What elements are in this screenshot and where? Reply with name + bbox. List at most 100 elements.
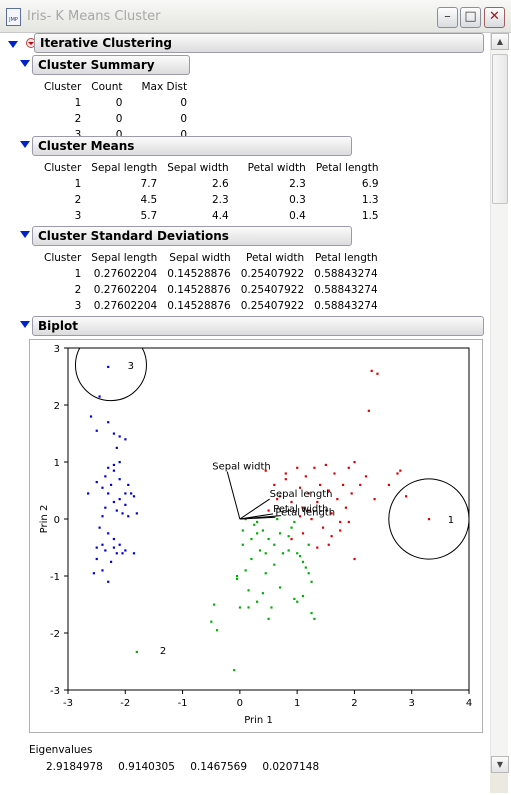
disclosure-triangle-icon[interactable] (20, 60, 30, 67)
data-point-cluster-2 (296, 600, 299, 603)
data-point-cluster-1 (364, 475, 368, 478)
section-header-cluster-summary[interactable]: Cluster Summary (32, 55, 190, 75)
x-tick-label: 1 (294, 698, 300, 709)
data-point-cluster-3 (98, 526, 101, 529)
data-point-cluster-3 (107, 421, 110, 424)
data-point-cluster-1 (350, 492, 353, 495)
data-point-cluster-2 (278, 586, 282, 589)
cluster-label-3: 3 (128, 361, 134, 372)
close-button[interactable]: ✕ (484, 7, 505, 28)
column-header: Petal length (314, 252, 378, 264)
data-point-cluster-3 (124, 438, 127, 441)
table-cell: 1 (74, 178, 82, 190)
eigenvalues-label: Eigenvalues (29, 744, 93, 756)
cluster-means-table: Cluster Sepal length Sepal width Petal w… (39, 160, 384, 224)
disclosure-triangle-icon[interactable] (20, 231, 30, 238)
table-cell: 0.27602204 (93, 268, 158, 280)
y-tick-label: 3 (54, 344, 60, 355)
data-point-cluster-1 (278, 495, 282, 498)
data-point-cluster-3 (95, 429, 98, 432)
data-point-cluster-3 (115, 509, 118, 512)
disclosure-triangle-icon[interactable] (20, 321, 30, 328)
data-point-cluster-3 (124, 503, 127, 506)
section-header-biplot[interactable]: Biplot (32, 316, 484, 336)
column-header: Petal length (315, 162, 379, 174)
disclosure-triangle-icon[interactable] (20, 141, 30, 148)
data-point-cluster-1 (296, 466, 299, 469)
section-header-cluster-means[interactable]: Cluster Means (32, 136, 352, 156)
table-cell: 0.58843274 (314, 300, 378, 312)
data-point-cluster-2 (273, 563, 276, 566)
data-point-cluster-1 (284, 472, 287, 475)
data-point-cluster-1 (307, 492, 310, 495)
ray-label: Sepal width (212, 462, 270, 473)
table-row: 1 0 0 (39, 95, 192, 111)
data-point-cluster-3 (118, 461, 121, 464)
data-point-cluster-2 (301, 560, 305, 563)
data-point-cluster-2 (290, 526, 293, 529)
y-tick-label: 2 (54, 401, 60, 412)
data-point-cluster-2 (304, 566, 307, 569)
scroll-up-button[interactable]: ▲ (491, 33, 509, 50)
data-point-cluster-2 (256, 600, 259, 603)
minimize-button[interactable]: – (437, 7, 458, 28)
data-point-cluster-3 (101, 515, 104, 518)
data-point-cluster-1 (347, 466, 350, 469)
y-axis-label: Prin 2 (39, 505, 50, 534)
data-point-cluster-2 (273, 543, 276, 546)
table-row: 3 0 0 (39, 127, 192, 143)
data-point-cluster-3 (112, 546, 116, 549)
data-point-cluster-2 (310, 612, 313, 615)
window-title: Iris- K Means Cluster (27, 9, 161, 24)
data-point-cluster-2 (299, 555, 302, 558)
data-point-cluster-1 (313, 466, 316, 469)
scroll-thumb[interactable] (492, 54, 508, 204)
data-point-cluster-1 (333, 472, 336, 475)
data-point-cluster-2 (253, 523, 256, 526)
data-point-cluster-3 (112, 469, 116, 472)
data-point-cluster-3 (107, 466, 110, 469)
resize-corner[interactable] (490, 773, 508, 793)
data-point-cluster-3 (101, 486, 104, 489)
data-point-cluster-2 (241, 543, 244, 546)
table-cell: 2.3 (211, 194, 229, 206)
data-point-cluster-1 (339, 529, 342, 532)
biplot-ray (239, 498, 270, 520)
data-point-cluster-1 (264, 469, 267, 472)
data-point-cluster-3 (89, 415, 93, 418)
jmp-app-icon: JMP (6, 8, 21, 26)
data-point-cluster-2 (250, 557, 253, 561)
cluster-circle-1 (388, 478, 469, 560)
maximize-button[interactable]: □ (460, 7, 481, 28)
column-header: Sepal length (91, 252, 158, 264)
data-point-cluster-1 (347, 520, 350, 524)
data-point-cluster-1 (330, 512, 333, 515)
data-point-cluster-2 (281, 552, 285, 555)
section-header-iterative-clustering[interactable]: Iterative Clustering (34, 33, 484, 53)
scroll-down-button[interactable]: ▼ (491, 756, 509, 773)
table-cell: 1 (74, 268, 82, 280)
table-cell: 1 (74, 97, 82, 109)
data-point-cluster-2 (256, 520, 259, 524)
column-header: Petal width (247, 162, 306, 174)
table-cell: 2.6 (211, 178, 229, 190)
vertical-scrollbar[interactable]: ▲ ▼ (490, 33, 509, 773)
x-tick-label: 2 (351, 698, 357, 709)
data-point-cluster-1 (399, 469, 402, 472)
data-point-cluster-1 (273, 483, 276, 486)
table-cell: 0.14528876 (167, 268, 231, 280)
section-header-cluster-std-dev[interactable]: Cluster Standard Deviations (32, 226, 352, 246)
data-point-cluster-1 (330, 535, 333, 538)
x-tick-label: -1 (178, 698, 188, 709)
y-tick-label: -1 (50, 572, 60, 583)
biplot-frame (29, 339, 483, 733)
data-point-cluster-2 (247, 606, 250, 609)
data-point-cluster-3 (127, 483, 130, 486)
x-tick-label: 0 (237, 698, 243, 709)
data-point-cluster-1 (341, 483, 345, 486)
data-point-cluster-1 (267, 509, 270, 512)
disclosure-triangle-icon[interactable] (8, 41, 18, 48)
table-cell: 4.5 (140, 194, 158, 206)
data-point-cluster-3 (118, 478, 121, 481)
data-point-cluster-3 (107, 580, 110, 583)
